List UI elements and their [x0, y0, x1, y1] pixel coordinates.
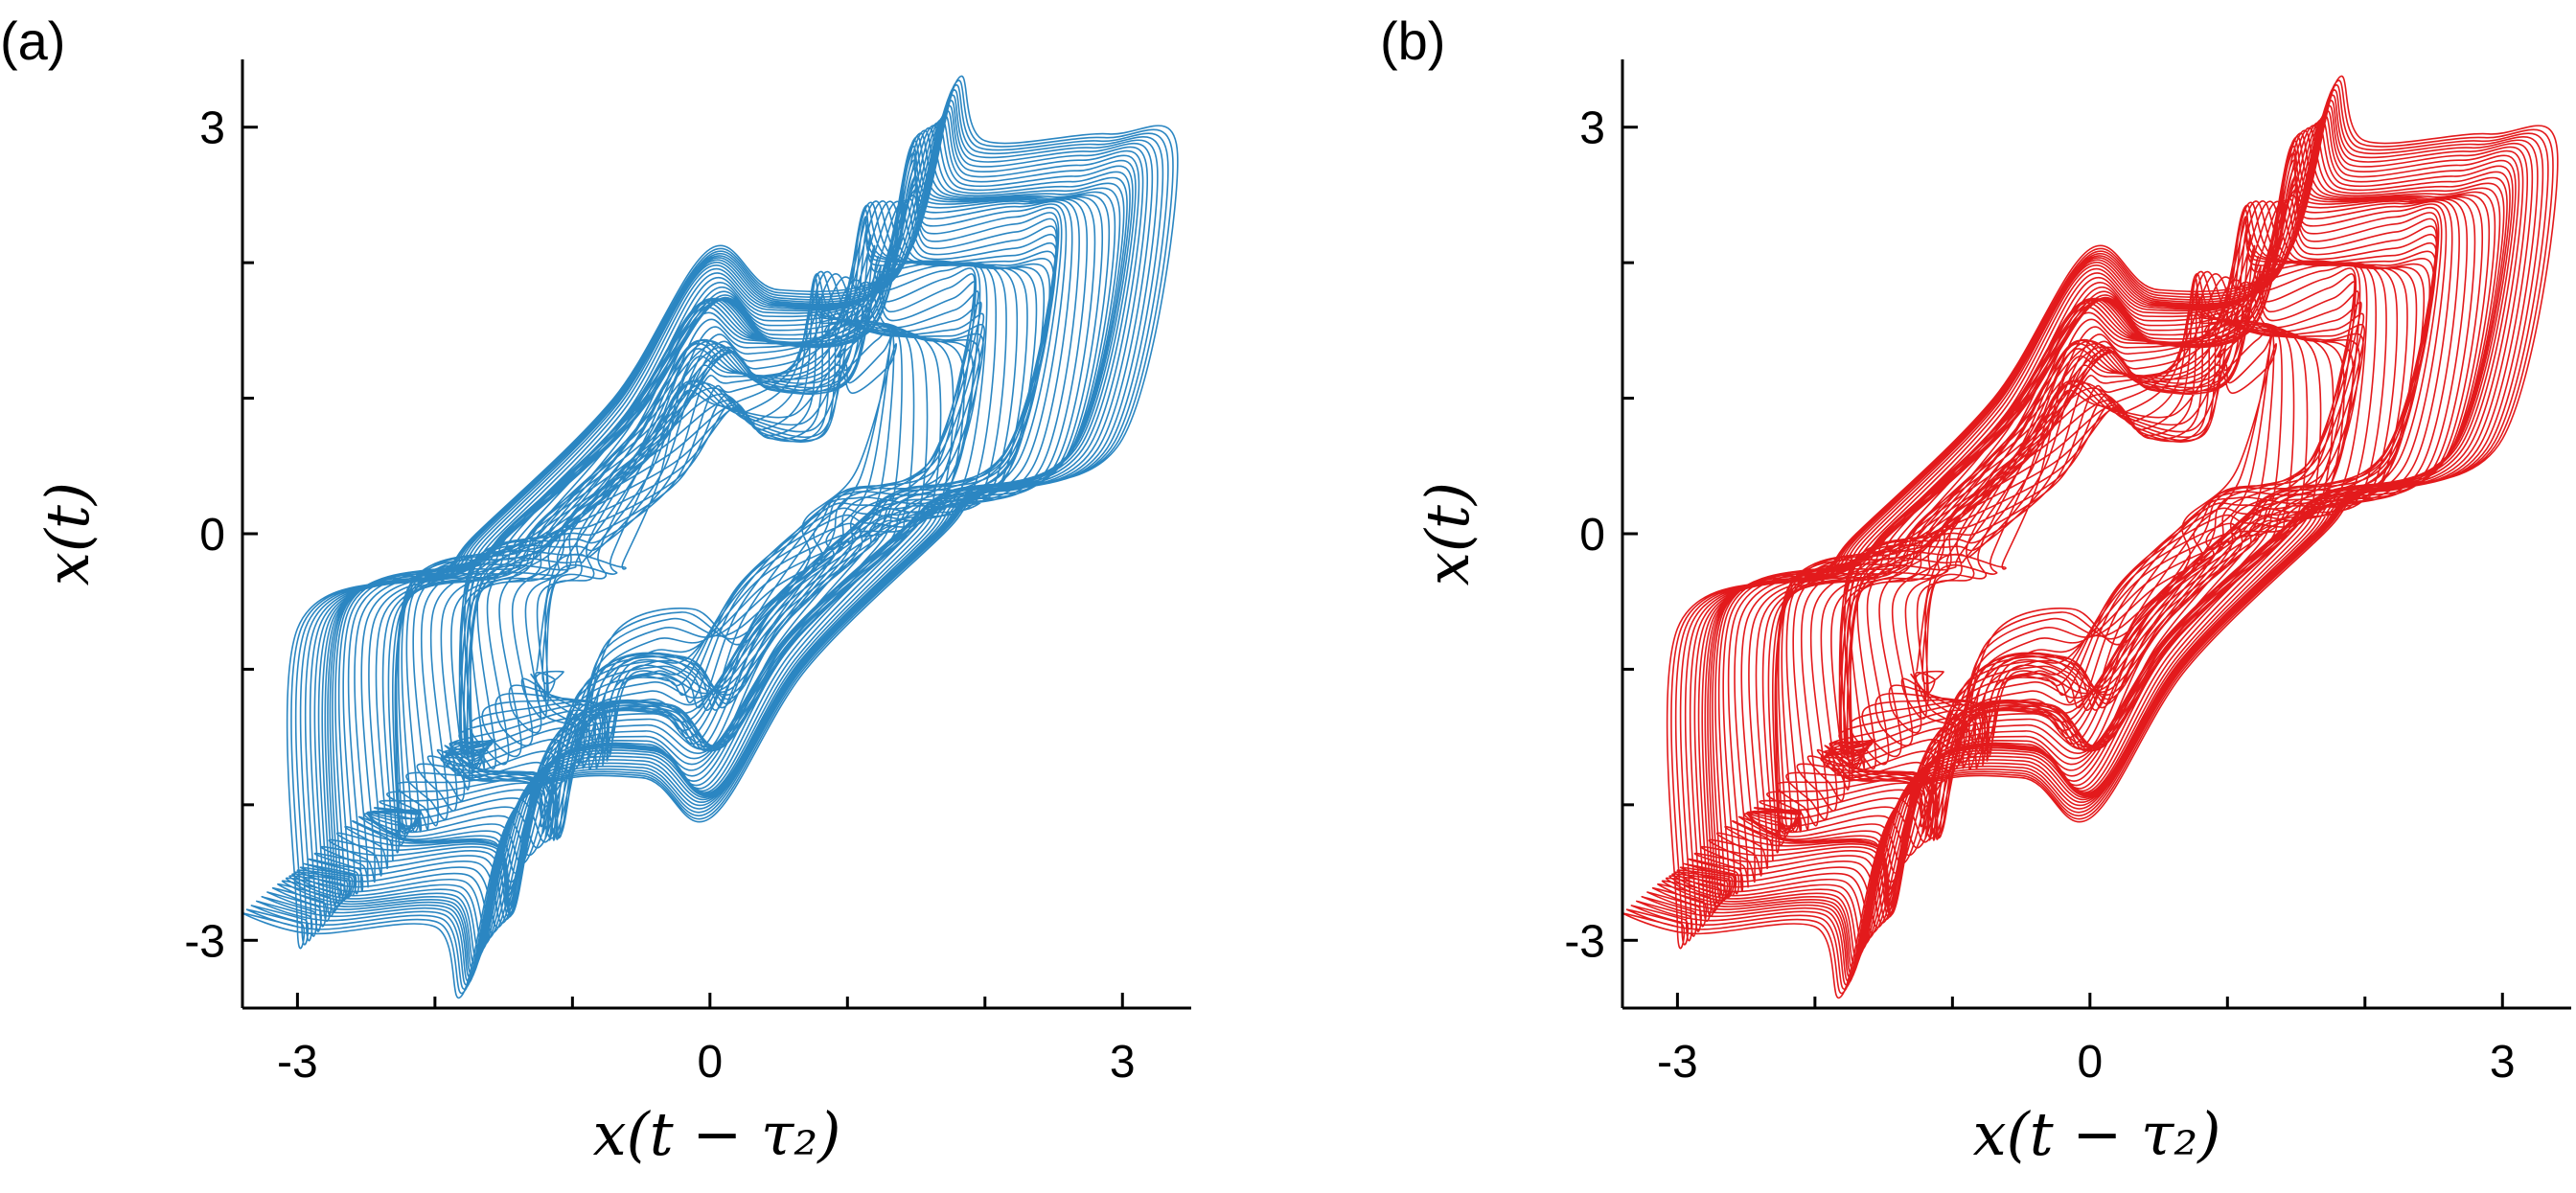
- x-tick-label: 0: [697, 1037, 723, 1088]
- y-tick-label: 3: [1579, 103, 1605, 154]
- panel-a: (a) -3 0 3 -3 0 3 x(t − τ₂) x(t): [0, 11, 1191, 1169]
- x-tick-label: -3: [277, 1037, 318, 1088]
- panel-label: (b): [1380, 11, 1445, 71]
- trajectory-line: [242, 76, 1179, 998]
- x-axis-label: x(t − τ₂): [593, 1099, 841, 1169]
- panel-label: (a): [0, 11, 65, 71]
- x-axis-label: x(t − τ₂): [1973, 1099, 2221, 1169]
- y-tick-label: 3: [199, 103, 225, 154]
- y-tick-label: -3: [1564, 916, 1605, 967]
- y-tick-label: 0: [199, 510, 225, 561]
- y-axis-label: x(t): [1413, 482, 1483, 585]
- x-tick-label: -3: [1657, 1037, 1698, 1088]
- y-axis-label: x(t): [33, 482, 103, 585]
- x-tick-label: 3: [2490, 1037, 2516, 1088]
- x-tick-label: 0: [2077, 1037, 2103, 1088]
- y-tick-label: -3: [184, 916, 225, 967]
- trajectory-line: [1622, 76, 2559, 998]
- y-tick-label: 0: [1579, 510, 1605, 561]
- x-tick-label: 3: [1110, 1037, 1136, 1088]
- panel-b: (b) -3 0 3 -3 0 3 x(t − τ₂) x(t): [1380, 11, 2571, 1169]
